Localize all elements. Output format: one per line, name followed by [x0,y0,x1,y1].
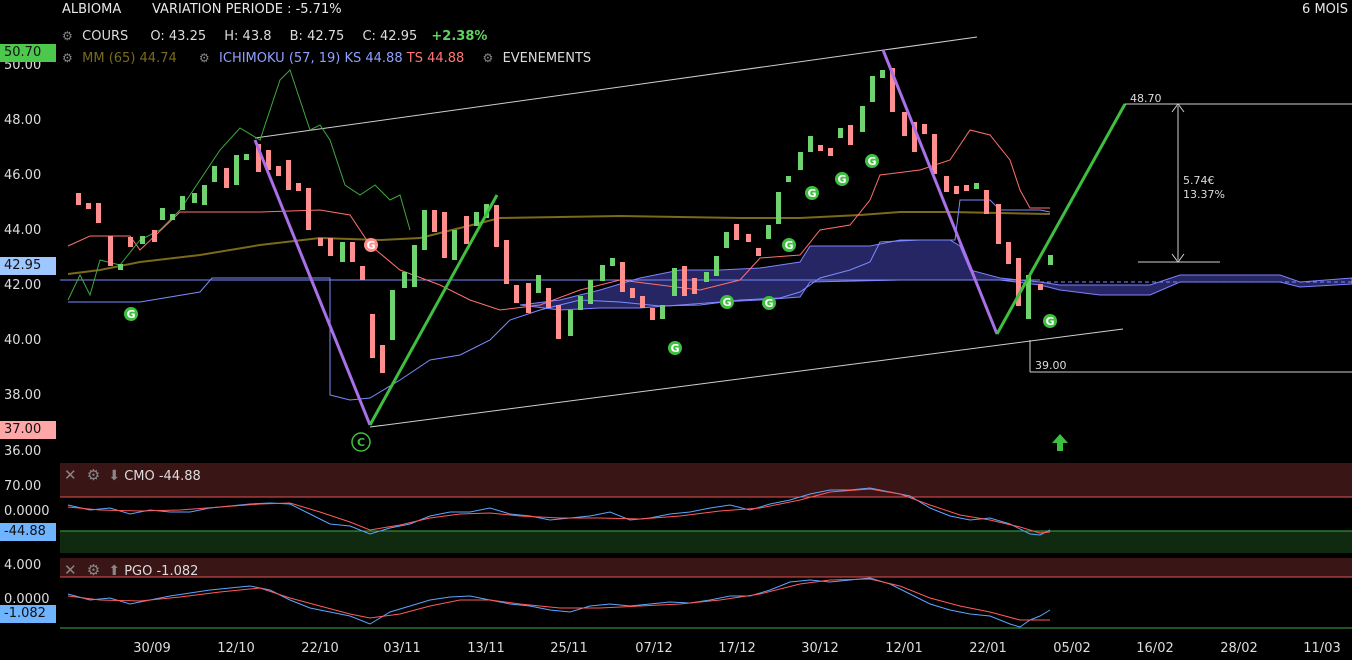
mm-label: MM (65) 44.74 [82,51,177,66]
price-tick: 38.00 [4,388,42,403]
tenkan-line [67,129,1050,311]
price-tick: 48.00 [4,113,42,128]
ichimoku-label: ICHIMOKU (57, 19) [219,51,341,66]
pgo-tick: 0.0000 [4,592,50,607]
gear-icon[interactable]: ⚙ [482,51,494,65]
bullish-swing-line-2 [995,103,1127,335]
arrow-down-icon[interactable]: ⬇ [108,468,121,484]
x-tick: 30/09 [133,641,171,656]
svg-text:G: G [1045,315,1054,328]
gear-icon[interactable]: ⚙ [86,466,101,484]
open-value: O: 43.25 [150,29,207,44]
x-tick: 22/01 [969,641,1007,656]
current-price-tag: 42.95 [0,257,56,275]
gear-icon[interactable]: ⚙ [62,51,73,65]
pgo-value-tag: -1.082 [0,605,56,623]
chikou-line [67,69,411,301]
svg-text:G: G [837,173,846,186]
bullish-swing-line [368,194,499,426]
price-tick: 44.00 [4,223,42,238]
legend-cours: ⚙ COURS O: 43.25 H: 43.8 B: 42.75 C: 42.… [62,29,487,44]
support-price-label: 39.00 [1035,359,1067,372]
events-label: EVENEMENTS [502,51,592,66]
ts-label: TS 44.88 [406,51,465,66]
cmo-tick: 0.0000 [4,504,50,519]
period-variation: VARIATION PERIODE : -5.71% [152,2,342,17]
x-tick: 25/11 [550,641,588,656]
mm-line [67,211,1051,275]
high-price-tag: 50.70 [0,44,56,62]
price-tick: 42.00 [4,278,42,293]
pgo-tick: 4.000 [4,558,42,573]
close-icon[interactable]: ✕ [64,466,77,484]
cmo-line-red [67,488,1051,534]
pgo-label: PGO [124,564,153,579]
svg-text:G: G [807,187,816,200]
close-value: C: 42.95 [362,29,418,44]
high-value: H: 43.8 [224,29,272,44]
svg-text:G: G [670,342,679,355]
svg-text:G: G [764,297,773,310]
period-selector[interactable]: 6 MOIS [1302,2,1348,17]
low-value: B: 42.75 [289,29,345,44]
ks-label: KS 44.88 [344,51,403,66]
target-gain-pct: 13.37% [1183,188,1225,201]
legend-indicators: ⚙ MM (65) 44.74 ⚙ ICHIMOKU (57, 19) KS 4… [62,51,591,66]
bearish-swing-line-2 [881,49,999,335]
candlesticks [76,68,1053,373]
cmo-tick: 70.00 [4,479,42,494]
price-tick: 40.00 [4,333,42,348]
close-icon[interactable]: ✕ [64,561,77,579]
cours-label: COURS [82,29,129,44]
x-tick: 16/02 [1136,641,1174,656]
svg-text:G: G [784,239,793,252]
gear-icon[interactable]: ⚙ [86,561,101,579]
change-value: +2.38% [431,29,488,44]
svg-text:G: G [366,239,375,252]
cmo-value: -44.88 [158,469,201,484]
svg-text:C: C [357,436,365,449]
svg-text:G: G [722,296,731,309]
x-tick: 17/12 [718,641,756,656]
pgo-value: -1.082 [156,564,199,579]
x-tick: 05/02 [1053,641,1091,656]
pgo-line-blue [67,577,1051,628]
cmo-value-tag: -44.88 [0,523,56,541]
cmo-label: CMO [124,469,155,484]
pgo-line-red [67,578,1050,621]
gear-icon[interactable]: ⚙ [198,51,210,65]
svg-text:G: G [867,155,876,168]
x-tick: 13/11 [467,641,505,656]
x-tick: 11/03 [1303,641,1341,656]
target-gain-abs: 5.74€ [1183,174,1215,187]
up-arrow-icon [1052,434,1068,451]
kijun-line [68,199,1051,401]
cmo-header: ✕ ⚙ ⬇ CMO -44.88 [64,466,201,484]
x-tick: 12/10 [217,641,255,656]
low-price-tag: 37.00 [0,421,56,439]
x-tick: 03/11 [383,641,421,656]
x-tick: 30/12 [801,641,839,656]
x-tick: 12/01 [885,641,923,656]
pgo-header: ✕ ⚙ ⬆ PGO -1.082 [64,561,198,579]
x-tick: 28/02 [1220,641,1258,656]
price-tick: 36.00 [4,444,42,459]
target-price-label: 48.70 [1130,92,1162,105]
x-tick: 07/12 [635,641,673,656]
ticker-name: ALBIOMA [62,2,122,17]
gear-icon[interactable]: ⚙ [62,29,73,43]
x-tick: 22/10 [301,641,339,656]
svg-text:G: G [126,308,135,321]
price-tick: 46.00 [4,168,42,183]
arrow-up-icon[interactable]: ⬆ [108,563,121,579]
bearish-swing-line [253,139,372,426]
event-markers: G G C G G G G G G G G [124,154,1057,452]
